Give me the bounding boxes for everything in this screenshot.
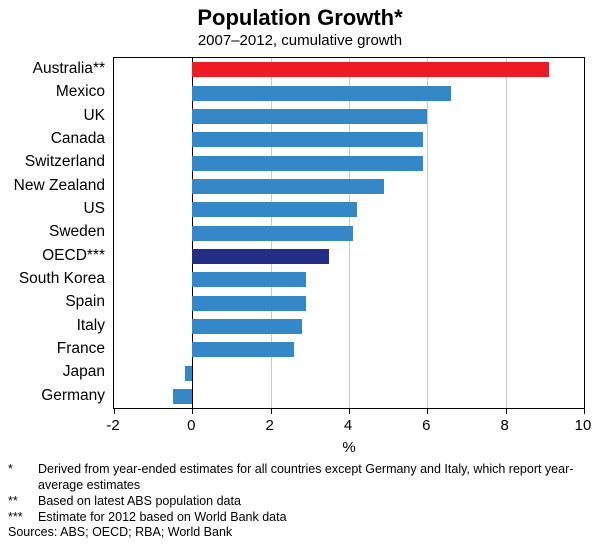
chart-subtitle: 2007–2012, cumulative growth bbox=[197, 32, 403, 49]
bar-spain bbox=[192, 295, 306, 311]
category-label: OECD*** bbox=[42, 246, 105, 264]
x-axis-label: % bbox=[342, 439, 356, 456]
category-label: New Zealand bbox=[13, 176, 105, 194]
gridline bbox=[505, 58, 507, 408]
x-tick-mark bbox=[584, 408, 585, 414]
bar-japan bbox=[184, 365, 193, 381]
footnote-text: Estimate for 2012 based on World Bank da… bbox=[38, 509, 287, 524]
bar-uk bbox=[192, 108, 428, 124]
footnote-marker: *** bbox=[8, 509, 23, 524]
x-tick-mark bbox=[505, 408, 507, 414]
footnote-row: *** Estimate for 2012 based on World Bank… bbox=[8, 510, 592, 526]
category-label: Sweden bbox=[48, 223, 105, 241]
sources-line: Sources: ABS; OECD; RBA; World Bank bbox=[8, 525, 233, 539]
x-tick-mark bbox=[192, 408, 194, 414]
chart-title: Population Growth* bbox=[197, 5, 403, 30]
plot-area bbox=[113, 57, 585, 414]
category-label: France bbox=[56, 340, 105, 357]
footnote-row: * Derived from year-ended estimates for a… bbox=[8, 462, 592, 494]
x-tick-label: 2 bbox=[265, 417, 274, 434]
bar-australia bbox=[192, 62, 549, 78]
x-tick-mark bbox=[349, 408, 350, 414]
category-label: Mexico bbox=[55, 83, 105, 101]
footnote-text: Based on latest ABS population data bbox=[38, 493, 241, 508]
category-label: Canada bbox=[50, 130, 105, 147]
bar-germany bbox=[172, 388, 193, 404]
category-label: Germany bbox=[41, 386, 105, 404]
bar-mexico bbox=[192, 85, 451, 101]
footnotes: * Derived from year-ended estimates for a… bbox=[8, 462, 592, 526]
bar-canada bbox=[192, 132, 424, 148]
category-label: Australia** bbox=[32, 60, 105, 77]
bar-us bbox=[192, 202, 357, 218]
footnote-row: ** Based on latest ABS population data bbox=[8, 494, 592, 510]
bar-oecd bbox=[192, 248, 330, 264]
footnote-marker: ** bbox=[8, 493, 18, 508]
x-tick-label: 0 bbox=[187, 417, 196, 434]
x-tick-label: -2 bbox=[106, 417, 120, 434]
footnote-marker: * bbox=[8, 462, 13, 476]
x-tick-label: 4 bbox=[343, 417, 353, 434]
category-label: South Korea bbox=[18, 270, 105, 287]
category-label: Japan bbox=[62, 363, 105, 381]
category-label: US bbox=[83, 200, 105, 217]
x-tick-mark bbox=[427, 408, 429, 414]
x-tick-mark bbox=[114, 408, 115, 414]
x-tick-label: 6 bbox=[422, 417, 431, 434]
bar-italy bbox=[192, 318, 302, 334]
footnote-text: Derived from year-ended estimates for al… bbox=[38, 462, 574, 492]
category-label: Italy bbox=[76, 316, 105, 334]
x-tick-label: 8 bbox=[500, 417, 509, 434]
x-tick-mark bbox=[270, 408, 272, 414]
x-axis-tick-labels: -2 0 2 4 6 8 10 bbox=[106, 417, 591, 435]
gridline bbox=[427, 58, 429, 408]
category-label: Spain bbox=[65, 293, 105, 311]
y-axis-labels: Australia** Mexico UK Canada Switzerland New … bbox=[0, 57, 105, 409]
x-tick-label: 10 bbox=[574, 417, 592, 434]
category-label: Switzerland bbox=[24, 153, 105, 171]
bar-south-korea bbox=[192, 272, 306, 288]
bar-france bbox=[192, 342, 295, 358]
category-label: UK bbox=[83, 106, 105, 124]
bar-switzerland bbox=[192, 155, 424, 171]
bar-sweden bbox=[192, 225, 353, 241]
bar-new-zealand bbox=[192, 178, 385, 194]
